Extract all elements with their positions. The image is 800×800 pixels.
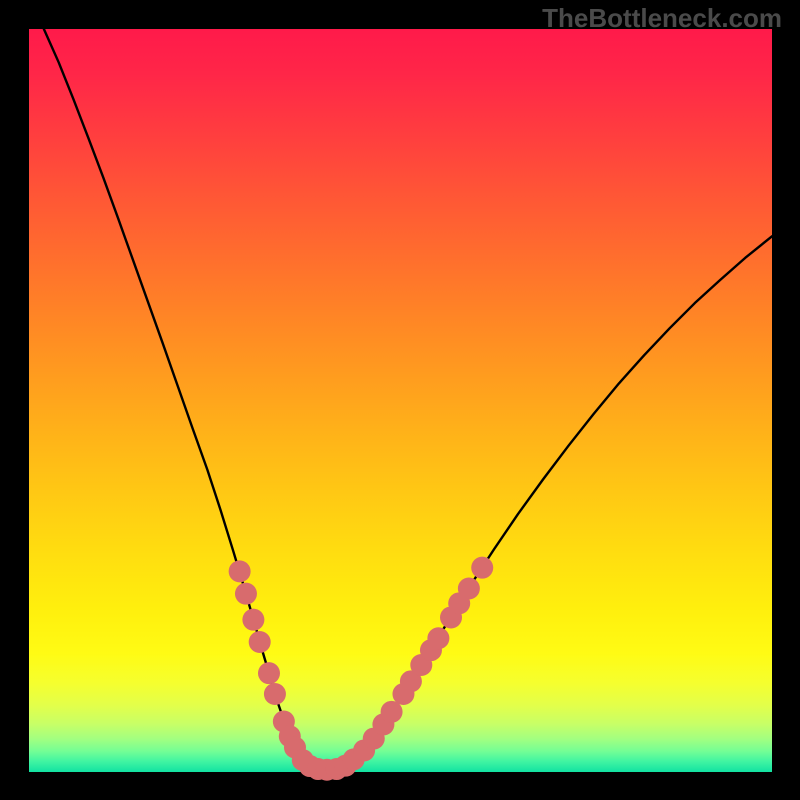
marker-dot	[242, 609, 264, 631]
chart-overlay	[0, 0, 800, 800]
watermark-text: TheBottleneck.com	[542, 3, 782, 34]
marker-dot	[249, 631, 271, 653]
marker-dot	[458, 577, 480, 599]
bottleneck-curve	[44, 29, 772, 771]
marker-dot	[235, 583, 257, 605]
marker-dot	[427, 627, 449, 649]
marker-dot	[264, 683, 286, 705]
marker-layer	[229, 557, 494, 781]
marker-dot	[258, 662, 280, 684]
marker-dot	[229, 560, 251, 582]
marker-dot	[471, 557, 493, 579]
